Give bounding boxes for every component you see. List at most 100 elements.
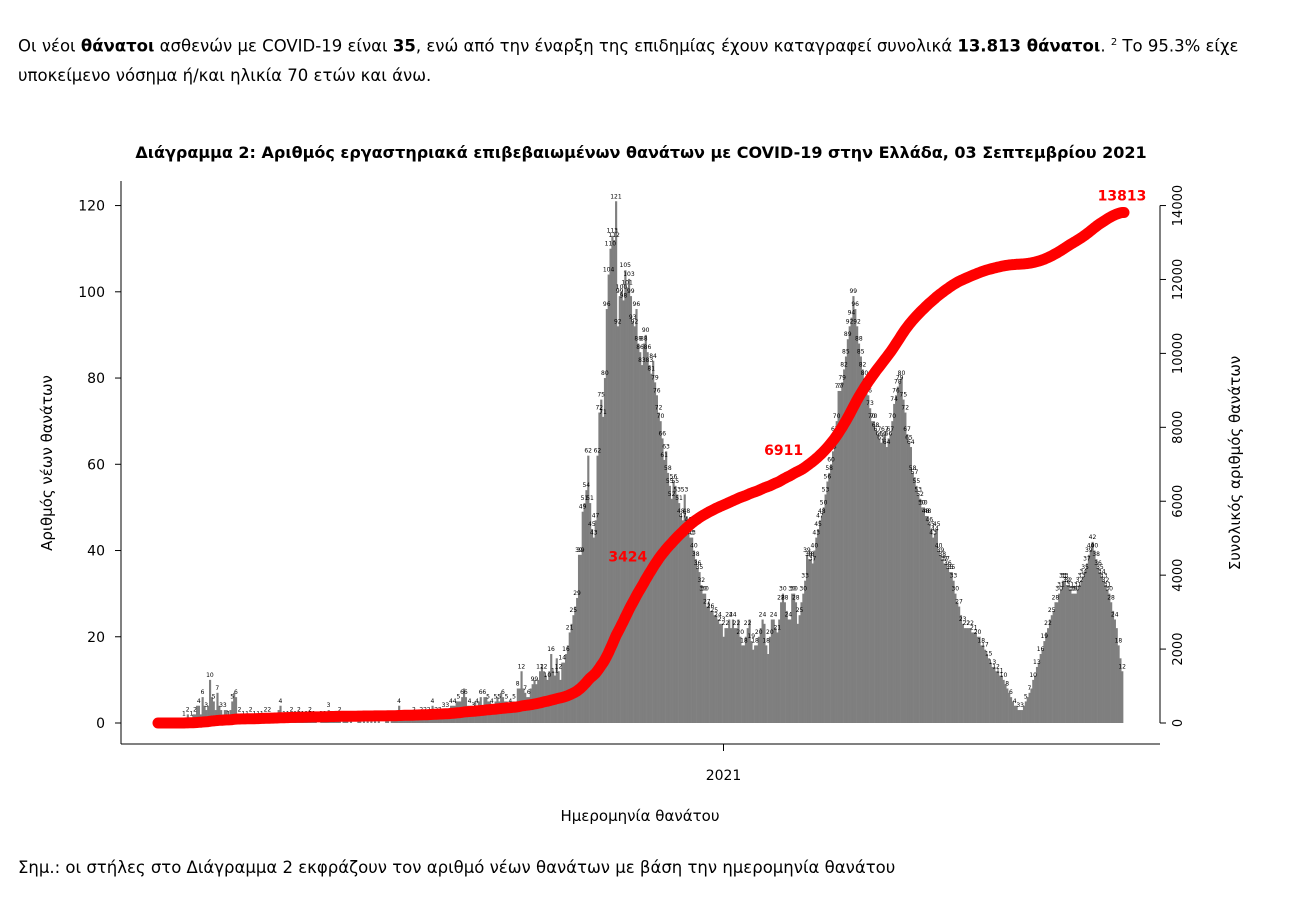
y2-tick-label: 4000: [1171, 559, 1186, 592]
bar-value-label: 37: [942, 555, 950, 562]
bar: [717, 619, 720, 723]
bar: [718, 623, 722, 723]
bar-value-label: 6: [464, 689, 468, 696]
bar-value-label: 70: [868, 413, 876, 420]
bar-value-label: 10: [1029, 672, 1037, 679]
bar: [733, 628, 736, 723]
deaths-chart: Διάγραμμα 2: Αριθμός εργαστηριακά επιβεβ…: [38, 143, 1244, 825]
bar: [611, 235, 614, 723]
bar: [705, 606, 709, 723]
bar-value-label: 65: [877, 435, 885, 442]
bar-value-label: 12: [536, 663, 544, 670]
bar: [234, 697, 238, 723]
bar-value-label: 24: [770, 612, 778, 619]
bar: [731, 619, 734, 723]
bar: [691, 537, 694, 723]
bar: [1004, 684, 1007, 723]
bar: [768, 636, 772, 723]
bar-value-label: 39: [575, 547, 583, 554]
bar: [828, 472, 831, 723]
bar-value-label: 20: [755, 629, 763, 636]
bar-value-label: 7: [215, 685, 219, 692]
bar-value-label: 67: [887, 426, 895, 433]
bar-value-label: 14: [558, 655, 566, 662]
bar-value-label: 38: [1092, 551, 1100, 558]
bar: [1048, 619, 1052, 723]
y2-tick-label: 0: [1171, 719, 1186, 727]
bar-value-label: 86: [636, 344, 644, 351]
bar-value-label: 6: [460, 689, 464, 696]
bar-value-label: 4: [197, 698, 201, 705]
bar: [628, 278, 631, 723]
bar-value-label: 5: [230, 693, 234, 700]
cumulative-line: [152, 207, 1130, 729]
bar-value-label: 66: [875, 430, 883, 437]
bar: [1058, 593, 1061, 723]
bar-value-label: 3: [219, 702, 223, 709]
bar-value-label: 48: [924, 508, 932, 515]
bar: [692, 550, 696, 723]
bar-value-label: 76: [892, 387, 900, 394]
bar: [1119, 658, 1122, 723]
bar: [605, 309, 608, 723]
bar-value-label: 25: [710, 607, 718, 614]
bar: [665, 451, 668, 723]
bar: [815, 537, 818, 723]
bar-value-label: 3: [327, 702, 331, 709]
bar-value-label: 12: [555, 663, 563, 670]
bar-value-label: 82: [859, 361, 867, 368]
bar-value-label: 56: [670, 474, 678, 481]
bar: [1102, 580, 1105, 723]
bar: [741, 645, 744, 723]
intro-paragraph: Οι νέοι θάνατοι ασθενών με COVID-19 είνα…: [18, 28, 1288, 90]
cumulative-value-label: 3424: [608, 549, 647, 565]
bar: [681, 520, 684, 723]
bar: [520, 671, 523, 723]
bar-value-label: 20: [974, 629, 982, 636]
bar: [624, 270, 627, 723]
bar: [971, 632, 974, 723]
bar-value-label: 99: [627, 288, 635, 295]
bar: [750, 641, 753, 723]
bar-value-label: 30: [1068, 586, 1076, 593]
bar-value-label: 64: [883, 439, 891, 446]
bar: [933, 533, 937, 723]
bar: [755, 645, 759, 723]
bar: [924, 516, 927, 723]
bar-value-label: 10: [206, 672, 214, 679]
bar: [791, 593, 794, 723]
footnote-ref[interactable]: 2: [1110, 37, 1118, 48]
bar-value-label: 54: [582, 482, 590, 489]
bar: [641, 365, 644, 723]
bar-value-label: 3: [204, 702, 208, 709]
bar-value-label: 45: [933, 521, 941, 528]
bar: [1037, 662, 1040, 723]
bar-value-label: 80: [861, 370, 869, 377]
bar-value-label: 39: [803, 547, 811, 554]
bar-value-label: 66: [879, 430, 887, 437]
bar-value-label: 39: [577, 547, 585, 554]
bar: [550, 654, 553, 723]
bar-value-label: 71: [599, 409, 607, 416]
bar: [648, 365, 651, 723]
bar-value-label: 24: [785, 612, 793, 619]
bar-value-label: 98: [620, 292, 628, 299]
bar-value-label: 4: [278, 698, 282, 705]
bar: [615, 201, 618, 723]
bar: [870, 421, 874, 723]
bar: [635, 309, 638, 723]
bar-value-label: 16: [547, 646, 555, 653]
bar: [218, 705, 221, 723]
bar-value-label: 30: [799, 586, 807, 593]
bar: [802, 593, 805, 723]
bar-value-label: 32: [1076, 577, 1084, 584]
bar-value-label: 9: [534, 676, 538, 683]
bar: [603, 378, 607, 723]
bar: [861, 369, 864, 723]
bar-value-label: 25: [569, 607, 577, 614]
bar: [869, 408, 872, 723]
footnote: Σημ.: οι στήλες στο Διάγραμμα 2 εκφράζου…: [18, 858, 896, 877]
bar-value-label: 18: [762, 637, 770, 644]
bar-value-label: 4: [475, 698, 479, 705]
bar-value-label: 47: [679, 512, 687, 519]
